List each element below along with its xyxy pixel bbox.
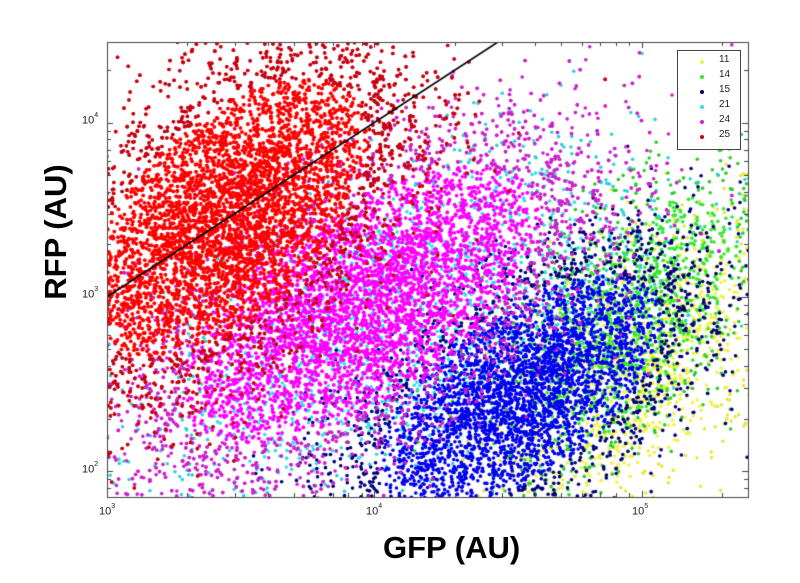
tick-exponent: 2 — [94, 461, 99, 468]
tick-base: 10 — [82, 288, 95, 301]
legend-item-25: 25 — [678, 129, 742, 144]
tick-base: 10 — [366, 505, 379, 518]
tick-base: 10 — [82, 463, 95, 476]
legend-marker-icon — [700, 90, 704, 94]
legend: 11 14 15 21 24 25 — [677, 50, 741, 150]
tick-base: 10 — [632, 505, 645, 518]
y-tick-label-10-4: 104 — [82, 112, 99, 127]
legend-item-24: 24 — [678, 114, 742, 129]
tick-exponent: 3 — [94, 286, 99, 293]
tick-exponent: 5 — [644, 503, 649, 510]
tick-exponent: 4 — [94, 112, 99, 119]
legend-label: 21 — [719, 99, 731, 110]
tick-exponent: 4 — [378, 503, 383, 510]
tick-base: 10 — [99, 505, 112, 518]
legend-marker-icon — [700, 135, 704, 139]
tick-base: 10 — [82, 114, 95, 127]
y-tick-label-10-2: 102 — [82, 461, 99, 476]
legend-marker-icon — [700, 105, 704, 109]
legend-marker-icon — [700, 60, 704, 64]
legend-item-14: 14 — [678, 69, 742, 84]
legend-item-21: 21 — [678, 99, 742, 114]
tick-exponent: 3 — [111, 503, 116, 510]
legend-marker-icon — [700, 75, 704, 79]
legend-item-11: 11 — [678, 54, 742, 69]
x-tick-label-10-4: 104 — [366, 503, 383, 518]
legend-label: 11 — [719, 54, 730, 65]
legend-label: 14 — [719, 69, 731, 80]
legend-marker-icon — [700, 120, 704, 124]
y-tick-label-10-3: 103 — [82, 286, 99, 301]
y-axis-label: RFP (AU) — [38, 164, 73, 300]
x-axis-label: GFP (AU) — [383, 530, 521, 565]
x-tick-label-10-3: 103 — [99, 503, 116, 518]
legend-label: 15 — [719, 84, 731, 95]
legend-item-15: 15 — [678, 84, 742, 99]
legend-label: 24 — [719, 114, 731, 125]
legend-label: 25 — [719, 129, 731, 140]
x-tick-label-10-5: 105 — [632, 503, 649, 518]
